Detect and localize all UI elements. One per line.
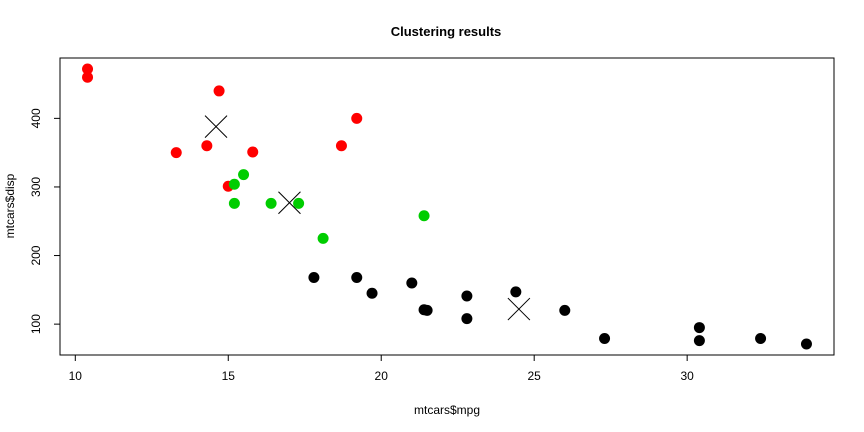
y-tick-label: 400 [29,108,43,128]
x-axis-label: mtcars$mpg [414,403,480,417]
data-point-black [693,322,705,334]
x-tick-label: 20 [375,369,389,383]
centroid-marker [204,115,228,138]
data-point-black [366,287,378,299]
data-point-black [559,304,571,316]
y-tick-label: 300 [29,177,43,197]
x-tick-label: 10 [69,369,83,383]
x-axis: 10 15 20 25 30 [69,355,694,383]
data-point-black [461,313,473,325]
centroid-marker [278,191,301,215]
data-point-black [421,304,433,316]
data-point-red [201,140,213,152]
cluster-centroids [204,115,531,321]
y-tick-label: 100 [29,314,43,334]
centroid-marker [507,297,531,321]
data-point-red [213,85,225,97]
data-point-black [755,333,767,345]
data-point-black [800,338,812,350]
data-point-green [293,197,305,209]
data-point-green [228,178,240,190]
y-axis: 100 200 300 400 [29,108,60,334]
y-tick-label: 200 [29,245,43,265]
data-point-black [308,271,320,283]
data-points [82,63,812,350]
data-point-black [461,290,473,302]
data-point-green [418,210,430,222]
data-point-red [351,112,363,124]
data-point-red [335,140,347,152]
x-tick-label: 30 [680,369,694,383]
data-point-green [228,197,240,209]
data-point-black [693,335,705,347]
data-point-black [406,277,418,289]
data-point-red [170,147,182,159]
data-point-green [265,197,277,209]
y-axis-label: mtcars$disp [3,173,17,238]
data-point-green [238,169,250,181]
data-point-red [82,71,94,83]
plot-frame [59,57,835,356]
data-point-red [247,146,259,158]
data-point-black [351,271,363,283]
data-point-black [599,333,611,345]
chart-title: Clustering results [391,24,502,39]
x-tick-label: 15 [222,369,236,383]
data-point-green [317,232,329,244]
data-point-red [82,63,94,75]
x-tick-label: 25 [528,369,542,383]
data-point-black [510,286,522,298]
